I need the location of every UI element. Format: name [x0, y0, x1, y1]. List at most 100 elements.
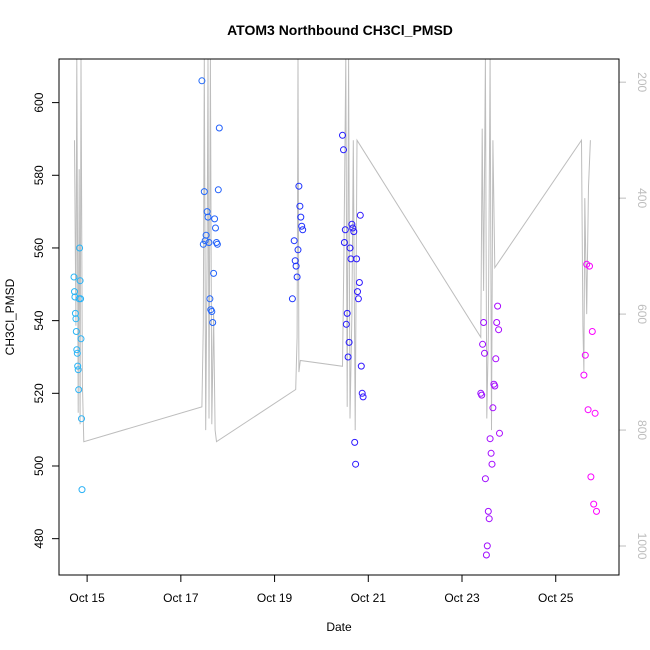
data-point	[345, 338, 353, 346]
data-point	[486, 435, 494, 443]
data-point	[75, 386, 83, 394]
data-point	[580, 371, 588, 379]
data-point	[212, 224, 219, 232]
data-point	[209, 319, 217, 326]
y-tick-label: 540	[32, 310, 46, 330]
data-point	[202, 231, 210, 239]
data-point	[588, 328, 596, 335]
data-point	[215, 124, 223, 132]
data-point	[77, 295, 85, 303]
data-point	[491, 382, 499, 390]
data-point	[349, 224, 357, 232]
data-point	[479, 340, 487, 348]
data-point	[586, 262, 593, 270]
y-tick-label: 500	[32, 456, 46, 476]
data-point	[74, 366, 82, 374]
data-point	[288, 295, 296, 303]
data-point	[341, 226, 349, 234]
x-tick-label: Oct 25	[538, 591, 574, 605]
data-point	[495, 326, 503, 334]
data-point	[480, 319, 488, 326]
data-point	[200, 188, 208, 196]
data-point	[484, 507, 492, 515]
data-point	[296, 202, 304, 210]
data-point	[292, 262, 300, 270]
data-point	[348, 220, 356, 228]
data-point	[350, 228, 358, 236]
data-point	[481, 475, 489, 483]
data-point	[339, 131, 346, 139]
data-point	[293, 273, 301, 281]
data-point	[70, 273, 78, 281]
data-point	[74, 362, 82, 370]
data-point	[77, 335, 85, 343]
data-point	[496, 429, 503, 437]
data-point	[492, 355, 500, 363]
points-layer	[70, 77, 600, 559]
data-point	[344, 353, 352, 361]
data-point	[206, 295, 214, 303]
data-point	[357, 362, 365, 370]
data-point	[352, 460, 360, 468]
data-point	[76, 244, 84, 252]
secondary-line	[74, 58, 591, 443]
data-point	[351, 438, 359, 446]
data-point	[478, 391, 486, 399]
y-tick-label: 580	[32, 165, 46, 185]
data-point	[290, 237, 298, 245]
data-point	[208, 308, 216, 315]
data-point	[78, 415, 85, 423]
plot-frame	[58, 58, 620, 576]
y2-tick-label: 1000	[635, 533, 649, 560]
axes-layer: Oct 15 Oct 17 Oct 19 Oct 21 Oct 23 Oct 25 480 5…	[32, 72, 649, 605]
data-point	[340, 239, 348, 246]
data-point	[71, 309, 79, 317]
data-point	[581, 351, 589, 359]
y2-tick-label: 600	[635, 304, 649, 324]
y2-tick-label: 200	[635, 72, 649, 92]
data-point	[210, 269, 218, 277]
data-point	[340, 146, 347, 154]
data-point	[356, 211, 364, 219]
data-point	[494, 302, 502, 310]
x-tick-label: Oct 15	[69, 591, 105, 605]
y-tick-label: 480	[32, 528, 46, 548]
data-point	[295, 182, 303, 190]
data-point	[584, 406, 592, 414]
data-point	[590, 500, 598, 508]
data-point	[299, 226, 307, 234]
x-axis-label: Date	[326, 620, 352, 634]
data-point	[483, 542, 491, 550]
y2-tick-label: 400	[635, 188, 649, 208]
data-point	[485, 515, 493, 523]
x-tick-label: Oct 17	[163, 591, 199, 605]
data-point	[358, 389, 366, 397]
x-tick-label: Oct 21	[351, 591, 387, 605]
data-point	[73, 346, 81, 354]
y2-tick-label: 800	[635, 420, 649, 440]
data-point	[343, 309, 351, 317]
data-point	[297, 213, 305, 221]
data-point	[359, 393, 367, 401]
y-tick-label: 600	[32, 92, 46, 112]
x-tick-label: Oct 23	[444, 591, 480, 605]
data-point	[198, 77, 206, 85]
data-point	[481, 349, 488, 357]
chart-title: ATOM3 Northbound CH3Cl_PMSD	[227, 22, 453, 38]
data-point	[72, 328, 80, 335]
secondary-line-layer	[74, 58, 591, 443]
data-point	[354, 295, 362, 303]
data-point	[593, 507, 600, 515]
data-point	[76, 277, 84, 285]
data-point	[73, 349, 81, 357]
data-point	[489, 404, 497, 412]
data-point	[205, 239, 213, 246]
y-tick-label: 520	[32, 383, 46, 403]
data-point	[355, 279, 363, 286]
data-point	[204, 213, 212, 221]
data-point	[493, 319, 501, 326]
x-tick-label: Oct 19	[257, 591, 293, 605]
data-point	[71, 288, 78, 296]
data-point	[211, 215, 219, 223]
